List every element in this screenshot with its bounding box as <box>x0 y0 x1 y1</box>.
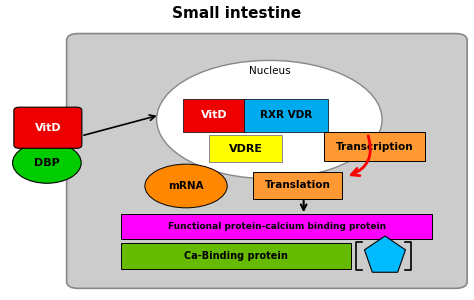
Text: Nucleus: Nucleus <box>248 66 290 76</box>
Polygon shape <box>365 236 405 272</box>
FancyArrowPatch shape <box>351 136 370 176</box>
Text: mRNA: mRNA <box>168 181 204 191</box>
FancyBboxPatch shape <box>121 243 351 269</box>
FancyBboxPatch shape <box>121 214 432 239</box>
Ellipse shape <box>145 164 227 208</box>
Text: Ca-Binding protein: Ca-Binding protein <box>184 251 288 261</box>
FancyBboxPatch shape <box>182 99 246 132</box>
Text: VitD: VitD <box>35 123 61 133</box>
FancyBboxPatch shape <box>245 99 328 132</box>
FancyBboxPatch shape <box>67 34 467 288</box>
Ellipse shape <box>156 60 382 179</box>
Text: Transcription: Transcription <box>336 142 413 152</box>
Ellipse shape <box>13 142 81 183</box>
Text: Small intestine: Small intestine <box>173 6 301 21</box>
FancyBboxPatch shape <box>14 107 82 148</box>
Text: VDRE: VDRE <box>229 144 263 154</box>
Text: DBP: DBP <box>34 158 60 168</box>
FancyBboxPatch shape <box>253 172 342 199</box>
Text: RXR VDR: RXR VDR <box>260 110 312 121</box>
Text: Functional protein-calcium binding protein: Functional protein-calcium binding prote… <box>168 222 386 231</box>
FancyBboxPatch shape <box>324 132 425 161</box>
FancyBboxPatch shape <box>209 135 283 162</box>
Text: VitD: VitD <box>201 110 228 121</box>
Text: Translation: Translation <box>265 180 331 190</box>
